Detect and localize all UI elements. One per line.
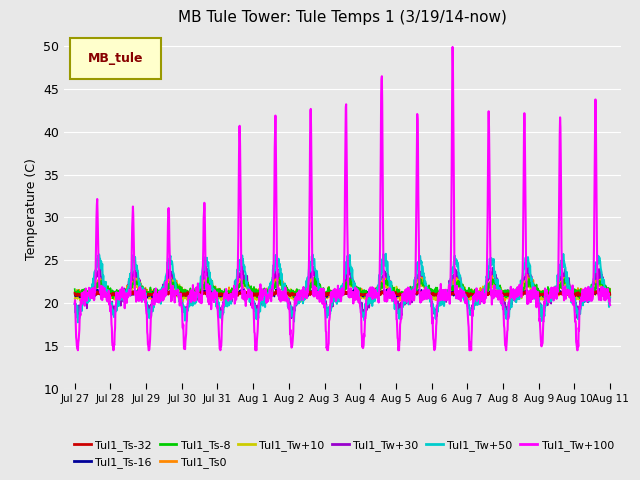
Title: MB Tule Tower: Tule Temps 1 (3/19/14-now): MB Tule Tower: Tule Temps 1 (3/19/14-now… bbox=[178, 10, 507, 25]
Legend: Tul1_Ts-32, Tul1_Ts-16, Tul1_Ts-8, Tul1_Ts0, Tul1_Tw+10, Tul1_Tw+30, Tul1_Tw+50,: Tul1_Ts-32, Tul1_Ts-16, Tul1_Ts-8, Tul1_… bbox=[70, 436, 618, 472]
Text: MB_tule: MB_tule bbox=[88, 52, 143, 65]
FancyBboxPatch shape bbox=[70, 38, 161, 79]
Y-axis label: Temperature (C): Temperature (C) bbox=[24, 158, 38, 260]
